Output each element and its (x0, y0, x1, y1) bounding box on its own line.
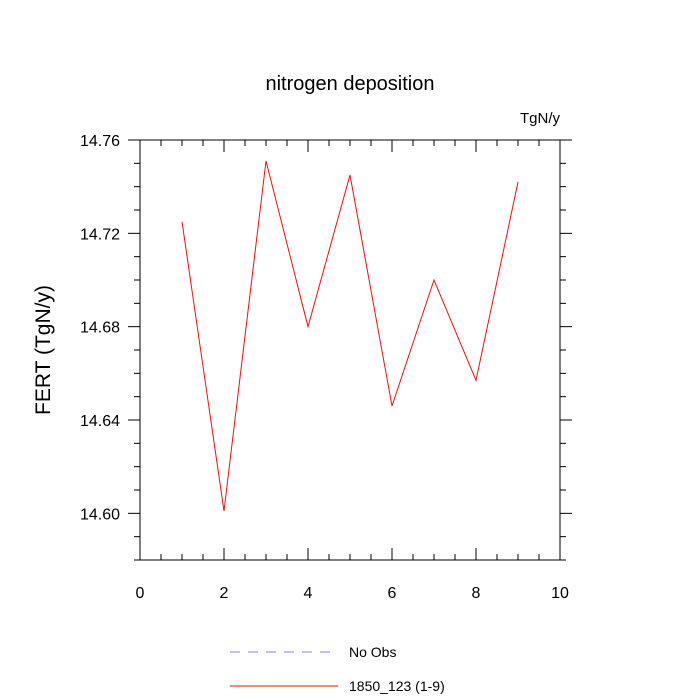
y-tick-label: 14.76 (80, 133, 120, 150)
y-tick-label: 14.60 (80, 506, 120, 523)
plot-frame (139, 139, 561, 561)
y-tick-label: 14.64 (80, 413, 120, 430)
legend-label: 1850_123 (1-9) (349, 678, 445, 694)
x-tick-label: 4 (304, 585, 313, 602)
legend-label: No Obs (349, 644, 396, 660)
series-layer (181, 160, 519, 512)
y-axis-label: FERT (TgN/y) (32, 285, 55, 415)
series-line (181, 160, 519, 512)
legend: No Obs 1850_123 (1-9) (230, 644, 445, 694)
x-tick-label: 8 (472, 585, 481, 602)
x-tick-label: 0 (136, 585, 145, 602)
x-tick-label: 6 (388, 585, 397, 602)
axis-ticks: 0 2 4 6 8 10 14.60 14.64 14.68 14.72 14.76 (80, 133, 572, 602)
y-tick-label: 14.72 (80, 226, 120, 243)
x-tick-label: 10 (551, 585, 569, 602)
chart-title: nitrogen deposition (265, 73, 434, 95)
y-tick-label: 14.68 (80, 320, 120, 337)
x-tick-label: 2 (220, 585, 229, 602)
units-label: TgN/y (520, 110, 561, 127)
